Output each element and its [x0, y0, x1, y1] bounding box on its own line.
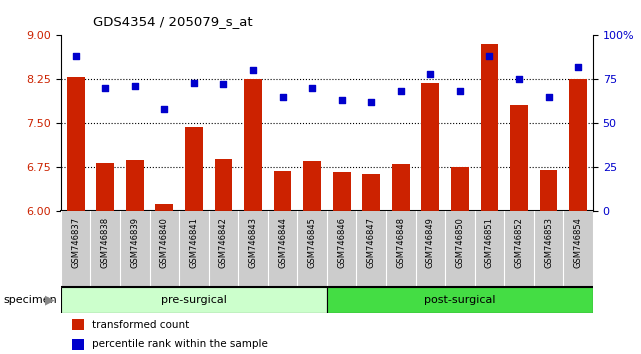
Text: GSM746845: GSM746845: [308, 217, 317, 268]
Point: [219, 82, 229, 87]
Text: GSM746848: GSM746848: [396, 217, 405, 268]
Text: GSM746852: GSM746852: [515, 217, 524, 268]
Point: [129, 84, 140, 89]
Bar: [481, 44, 498, 211]
Point: [159, 106, 169, 112]
Text: GSM746838: GSM746838: [101, 217, 110, 268]
Bar: [540, 170, 558, 211]
Text: GSM746837: GSM746837: [71, 217, 80, 268]
Bar: [274, 171, 292, 211]
Bar: [303, 161, 321, 211]
Point: [425, 71, 435, 77]
Point: [485, 53, 495, 59]
Point: [307, 85, 317, 91]
Text: GDS4354 / 205079_s_at: GDS4354 / 205079_s_at: [93, 15, 253, 28]
Point: [366, 99, 376, 105]
Point: [100, 85, 110, 91]
Bar: [422, 83, 439, 211]
Bar: [569, 79, 587, 211]
Bar: [333, 172, 351, 211]
Point: [337, 97, 347, 103]
Text: post-surgical: post-surgical: [424, 295, 495, 305]
Bar: [510, 105, 528, 211]
Bar: [156, 204, 173, 211]
Bar: [67, 78, 85, 211]
Text: specimen: specimen: [3, 295, 57, 305]
Text: transformed count: transformed count: [92, 320, 190, 330]
Bar: [392, 164, 410, 211]
Point: [544, 94, 554, 99]
Bar: [61, 287, 327, 313]
Text: GSM746844: GSM746844: [278, 217, 287, 268]
Text: GSM746841: GSM746841: [189, 217, 199, 268]
Text: GSM746849: GSM746849: [426, 217, 435, 268]
Point: [455, 88, 465, 94]
Text: GSM746847: GSM746847: [367, 217, 376, 268]
Text: pre-surgical: pre-surgical: [161, 295, 227, 305]
Point: [573, 64, 583, 70]
Bar: [96, 163, 114, 211]
Text: ▶: ▶: [44, 293, 54, 307]
Bar: [126, 160, 144, 211]
Point: [248, 68, 258, 73]
Point: [189, 80, 199, 86]
Text: GSM746842: GSM746842: [219, 217, 228, 268]
Text: GSM746843: GSM746843: [249, 217, 258, 268]
Bar: [72, 319, 85, 330]
Point: [71, 53, 81, 59]
Bar: [72, 338, 85, 350]
Text: GSM746839: GSM746839: [130, 217, 139, 268]
Text: percentile rank within the sample: percentile rank within the sample: [92, 339, 268, 349]
Bar: [185, 126, 203, 211]
Bar: [451, 167, 469, 211]
Point: [278, 94, 288, 99]
Text: GSM746846: GSM746846: [337, 217, 346, 268]
Point: [514, 76, 524, 82]
Bar: [362, 175, 380, 211]
Text: GSM746854: GSM746854: [574, 217, 583, 268]
Point: [395, 88, 406, 94]
Bar: [244, 79, 262, 211]
Bar: [215, 159, 232, 211]
Bar: [327, 287, 593, 313]
Text: GSM746853: GSM746853: [544, 217, 553, 268]
Text: GSM746840: GSM746840: [160, 217, 169, 268]
Text: GSM746851: GSM746851: [485, 217, 494, 268]
Text: GSM746850: GSM746850: [455, 217, 465, 268]
